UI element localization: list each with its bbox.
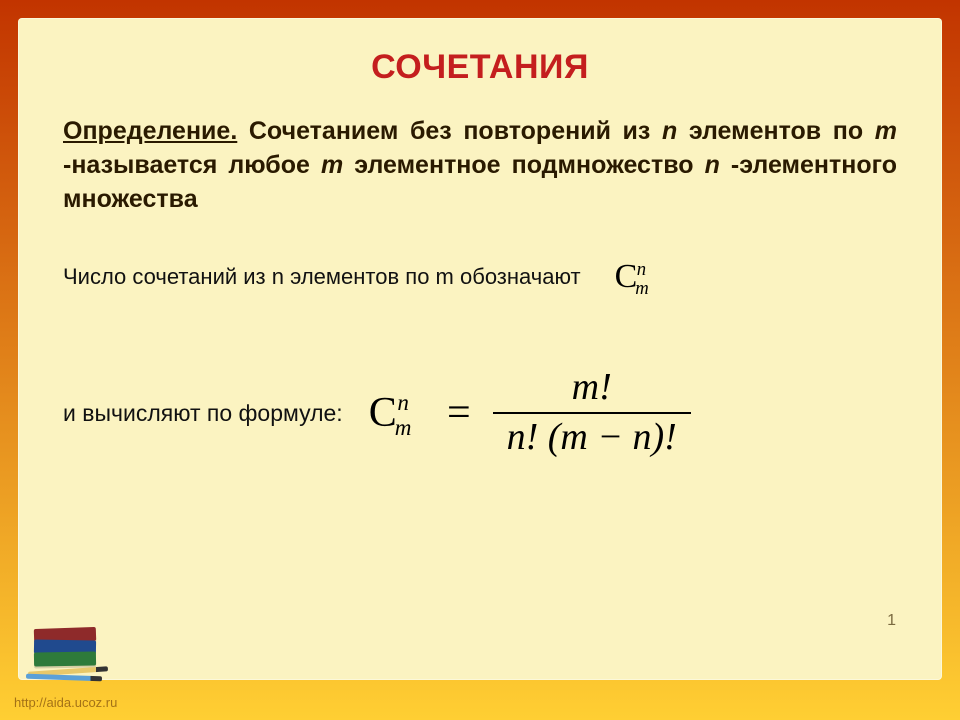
content-panel: СОЧЕТАНИЯ Определение. Сочетанием без по… xyxy=(18,18,942,680)
slide: СОЧЕТАНИЯ Определение. Сочетанием без по… xyxy=(0,0,960,720)
combination-formula: Cmn = m! n! (m − n)! xyxy=(369,368,691,458)
slide-title: СОЧЕТАНИЯ xyxy=(63,48,897,87)
book-icon xyxy=(34,651,96,666)
formula-line: и вычисляют по формуле: Cmn = m! n! (m −… xyxy=(63,368,897,458)
credit-text: http://aida.ucoz.ru xyxy=(14,695,117,710)
fraction-bar xyxy=(493,412,691,414)
fraction-numerator: m! xyxy=(558,368,626,408)
definition-text: Определение. Сочетанием без повторений и… xyxy=(63,115,897,216)
definition-label: Определение. xyxy=(63,117,237,145)
books-decoration xyxy=(26,604,112,676)
formula-lhs: Cmn xyxy=(369,389,425,437)
notation-line: Число сочетаний из n элементов по m обоз… xyxy=(63,258,897,296)
pencil-icon xyxy=(26,674,102,682)
formula-fraction: m! n! (m − n)! xyxy=(493,368,691,458)
fraction-denominator: n! (m − n)! xyxy=(493,418,691,458)
combination-symbol: Cmn xyxy=(611,258,665,296)
equals-sign: = xyxy=(447,389,471,437)
page-number: 1 xyxy=(887,612,896,630)
formula-caption: и вычисляют по формуле: xyxy=(63,400,343,427)
notation-caption: Число сочетаний из n элементов по m обоз… xyxy=(63,264,581,290)
